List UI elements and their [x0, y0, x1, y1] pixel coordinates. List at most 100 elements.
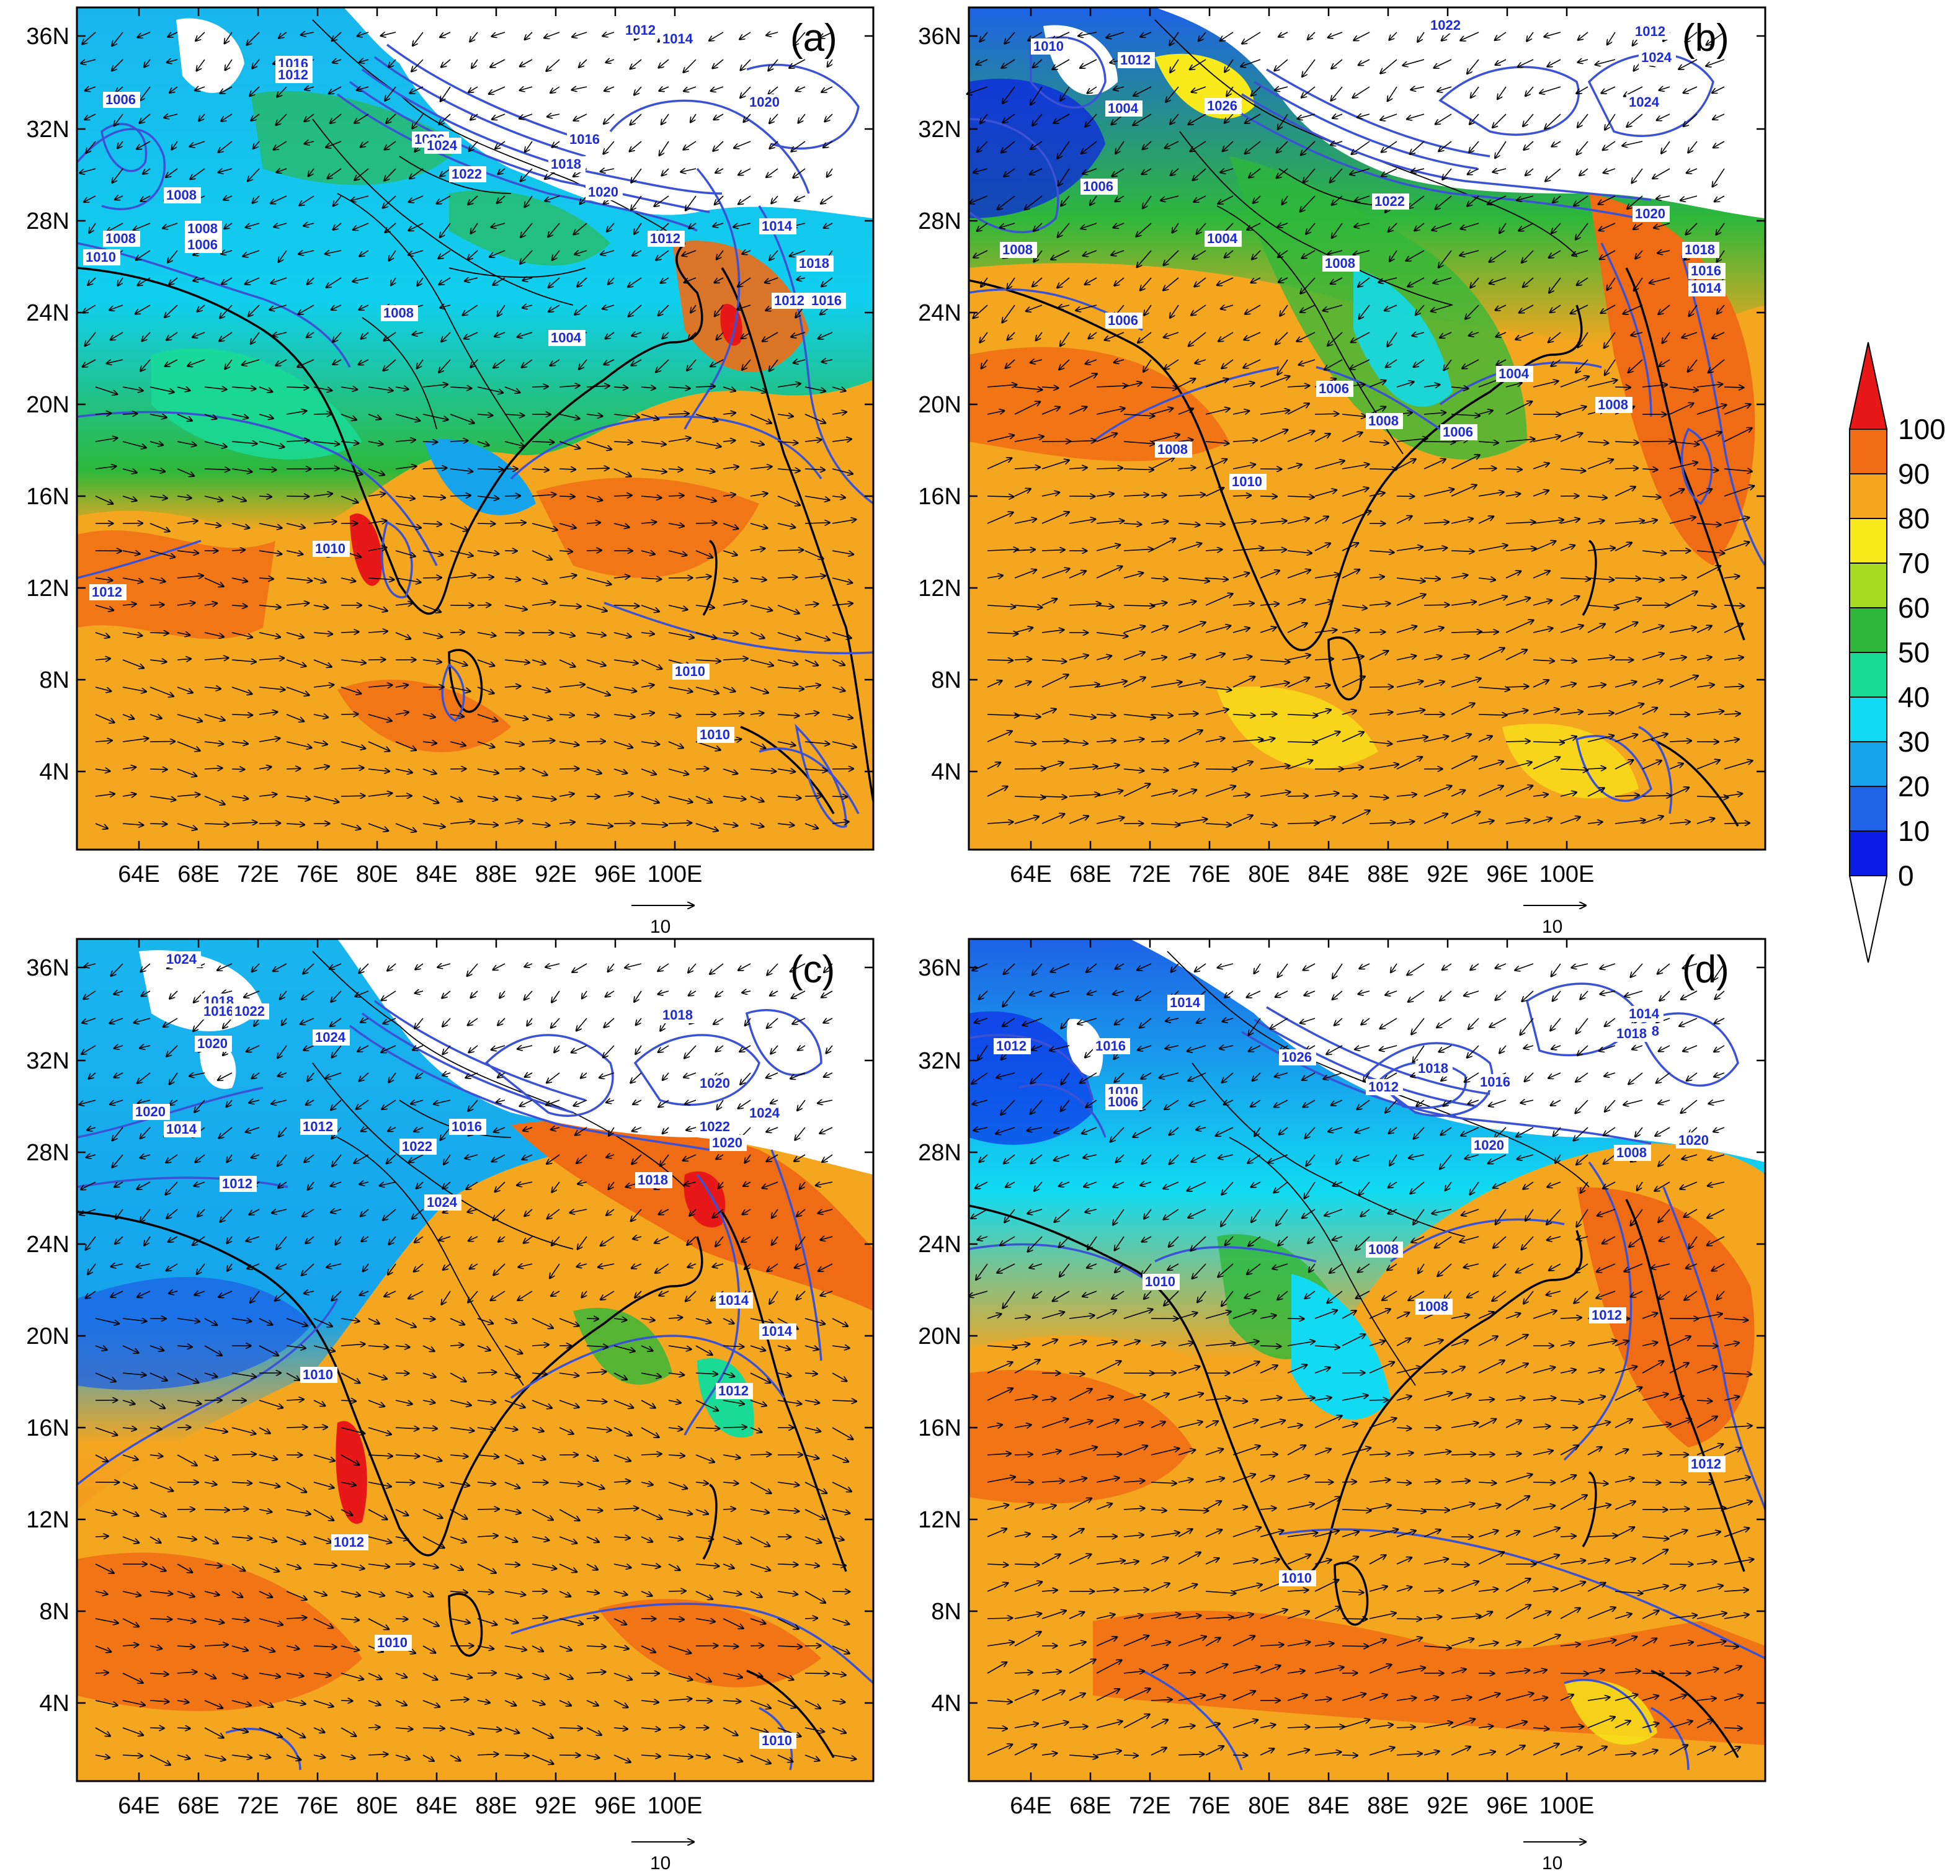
isobar-label: 1010 — [675, 664, 705, 679]
isobar-label: 1022 — [1430, 17, 1461, 33]
colorbar-tick-label: 100 — [1898, 413, 1946, 445]
lon-tick-label: 96E — [1486, 861, 1528, 887]
panel-label: (b) — [1682, 17, 1729, 60]
lat-tick-label: 20N — [918, 1323, 961, 1349]
isobar-label: 1006 — [1319, 381, 1349, 396]
isobar-labels: 1010 1012 1022 1024 1024 1004 1026 1006 1008 1022… — [1000, 17, 1726, 490]
isobar-label: 1020 — [1474, 1137, 1504, 1153]
isobar-label: 1012 — [278, 67, 308, 82]
lon-tick-label: 72E — [1129, 861, 1171, 887]
wind-vectors — [79, 964, 856, 1765]
isobar-label: 1020 — [588, 184, 618, 200]
isobar-label: 1026 — [1281, 1049, 1312, 1065]
wind-vectors — [967, 32, 1753, 825]
lon-tick-label: 88E — [1367, 1793, 1409, 1819]
isobar-label: 1018 — [1616, 1026, 1647, 1041]
isobar-label: 1014 — [1170, 995, 1201, 1010]
isobar-label: 1018 — [638, 1172, 668, 1188]
isobar-label: 1008 — [1002, 242, 1033, 257]
isobar-label: 1010 — [700, 727, 730, 742]
no-data-region — [344, 7, 873, 218]
isobar-label: 1020 — [712, 1135, 742, 1150]
isobar-label: 1020 — [749, 94, 780, 110]
isobar-label: 1008 — [1418, 1299, 1448, 1314]
lon-tick-label: 88E — [1367, 861, 1409, 887]
axes: 36N 32N 28N 24N 20N 16N 12N 8N 4N 64E 68E 72E 76E 80E… — [26, 7, 1765, 1819]
isobar-label: 1026 — [1207, 98, 1237, 113]
lat-tick-label: 4N — [931, 1691, 961, 1717]
isobar-label: 1020 — [1678, 1132, 1709, 1148]
lon-tick-label: 84E — [416, 1793, 458, 1819]
isobar-label: 1008 — [1598, 397, 1628, 412]
lat-tick-label: 12N — [26, 1507, 69, 1533]
isobar-label: 1008 — [1368, 413, 1399, 429]
isobar-label: 1022 — [402, 1139, 432, 1154]
lon-tick-label: 96E — [594, 861, 636, 887]
panel-a: 1012101410161012100610081010100810061008… — [76, 6, 875, 851]
isobar-label: 1008 — [105, 231, 136, 246]
lat-tick-label: 24N — [918, 300, 961, 326]
reference-vector-c: 10 — [631, 1842, 693, 1874]
lat-tick-label: 8N — [931, 667, 961, 693]
lon-tick-label: 80E — [1248, 861, 1290, 887]
humidity-patches — [969, 1011, 1765, 1781]
lon-tick-label: 68E — [177, 861, 220, 887]
lon-tick-label: 76E — [1188, 861, 1231, 887]
isobar-label: 1012 — [650, 231, 680, 246]
isobar-label: 1024 — [166, 951, 197, 967]
lon-tick-label: 76E — [296, 861, 339, 887]
reference-vector-d: 10 — [1523, 1842, 1585, 1874]
isobar-label: 1010 — [1232, 474, 1262, 489]
colorbar-tick-label: 10 — [1898, 815, 1930, 847]
reference-vector-a: 10 — [631, 905, 693, 937]
lat-tick-label: 36N — [918, 24, 961, 50]
isobar-label: 1016 — [1480, 1074, 1510, 1090]
isobar-label: 1010 — [315, 541, 345, 556]
isobar-label: 1018 — [551, 156, 581, 172]
isobar-label: 1008 — [383, 305, 414, 321]
lat-tick-label: 8N — [39, 1599, 69, 1625]
isobar-label: 1018 — [662, 1007, 693, 1023]
isobar-label: 1004 — [1207, 231, 1238, 246]
isobar-label: 1008 — [1368, 1242, 1399, 1257]
isobar-label: 1010 — [762, 1733, 792, 1748]
lat-tick-label: 4N — [931, 759, 961, 785]
isobar-label: 1008 — [187, 221, 218, 236]
lon-tick-label: 92E — [1427, 861, 1469, 887]
lon-tick-label: 88E — [475, 1793, 517, 1819]
lon-tick-label: 84E — [416, 861, 458, 887]
colorbar-tick-label: 70 — [1898, 547, 1930, 579]
lat-tick-label: 36N — [918, 955, 961, 981]
lat-tick-label: 8N — [931, 1599, 961, 1625]
isobar-label: 1018 — [1685, 242, 1715, 257]
colorbar-tick-label: 20 — [1898, 770, 1930, 802]
isobar-label: 1008 — [1325, 256, 1355, 271]
isobar-label: 1010 — [1145, 1274, 1175, 1289]
panel-label: (d) — [1682, 948, 1729, 991]
isobar-label: 1012 — [1592, 1307, 1622, 1323]
isobar-label: 1006 — [1108, 1094, 1138, 1109]
isobar-label: 1012 — [1120, 52, 1151, 68]
svg-text:10: 10 — [1542, 1853, 1562, 1874]
colorbar-segment — [1849, 696, 1887, 742]
isobar-label: 1004 — [551, 330, 582, 345]
lon-tick-label: 76E — [1188, 1793, 1231, 1819]
isobar-label: 1012 — [92, 584, 122, 600]
lon-tick-label: 68E — [1069, 1793, 1111, 1819]
lon-tick-label: 76E — [296, 1793, 339, 1819]
isobar-label: 1012 — [334, 1534, 364, 1550]
lat-tick-label: 28N — [26, 208, 69, 234]
isobar-label: 1008 — [1157, 442, 1188, 457]
isobar-label: 1020 — [700, 1075, 730, 1091]
lon-tick-label: 72E — [1129, 1793, 1171, 1819]
isobar-label: 1012 — [303, 1119, 333, 1134]
colorbar-segment — [1849, 786, 1887, 832]
lat-tick-label: 24N — [26, 1232, 69, 1258]
lon-tick-label: 92E — [1427, 1793, 1469, 1819]
lat-tick-label: 32N — [918, 117, 961, 143]
lon-tick-label: 84E — [1307, 1793, 1350, 1819]
lon-tick-label: 64E — [1010, 861, 1052, 887]
isobar-label: 1004 — [1499, 366, 1530, 381]
isobar-label: 1008 — [166, 187, 197, 203]
